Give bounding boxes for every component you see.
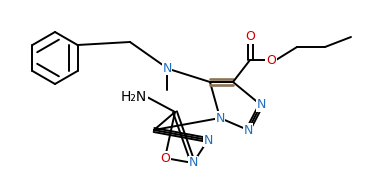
Text: N: N [243, 124, 253, 137]
Text: O: O [160, 152, 170, 165]
Text: N: N [188, 156, 198, 169]
Text: N: N [162, 61, 172, 74]
Text: N: N [256, 98, 266, 111]
Text: N: N [203, 134, 213, 147]
Text: O: O [245, 31, 255, 44]
Text: H₂N: H₂N [121, 90, 147, 104]
Text: N: N [215, 111, 225, 124]
Text: O: O [266, 53, 276, 66]
